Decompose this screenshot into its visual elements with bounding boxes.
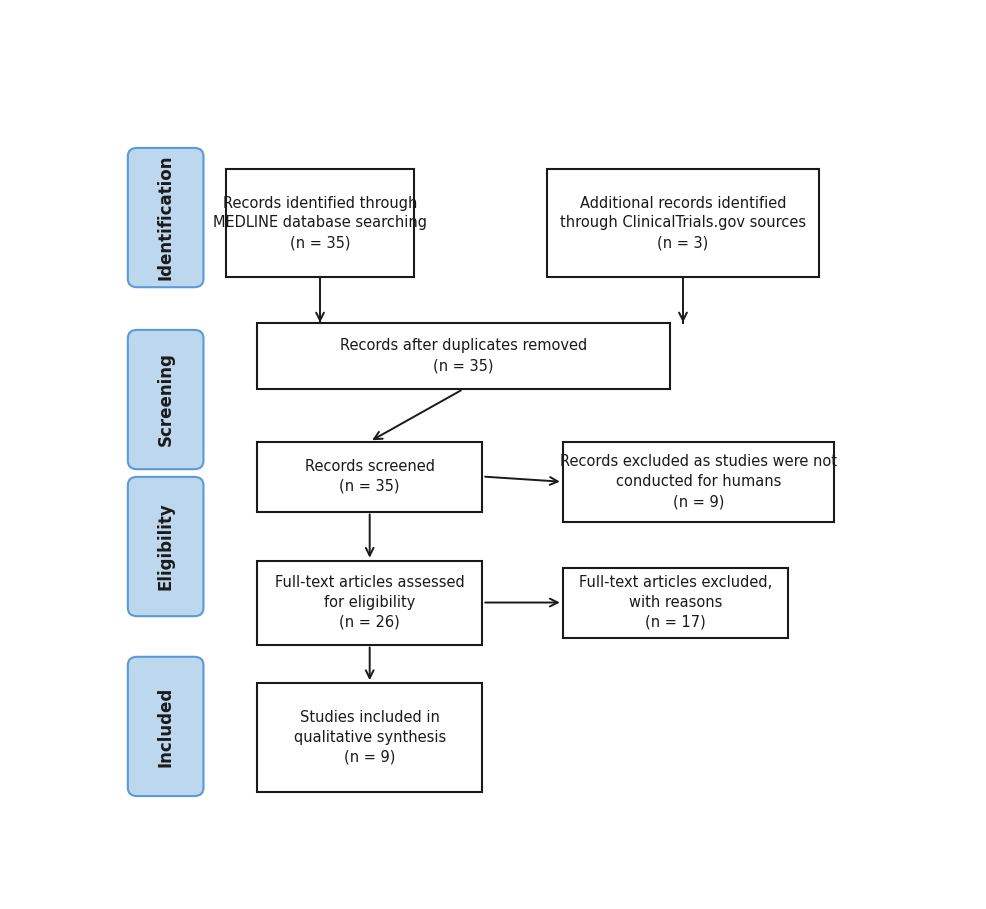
Text: Screening: Screening — [157, 353, 175, 446]
Text: Full-text articles excluded,
with reasons
(n = 17): Full-text articles excluded, with reason… — [579, 575, 772, 630]
Text: Eligibility: Eligibility — [157, 503, 175, 591]
Text: Included: Included — [157, 686, 175, 766]
Bar — [547, 168, 818, 277]
Text: Records screened
(n = 35): Records screened (n = 35) — [305, 459, 435, 494]
FancyBboxPatch shape — [128, 148, 203, 287]
Text: Additional records identified
through ClinicalTrials.gov sources
(n = 3): Additional records identified through Cl… — [560, 195, 806, 250]
Text: Studies included in
qualitative synthesis
(n = 9): Studies included in qualitative synthesi… — [294, 710, 446, 764]
Text: Records after duplicates removed
(n = 35): Records after duplicates removed (n = 35… — [339, 338, 587, 374]
Text: Records identified through
MEDLINE database searching
(n = 35): Records identified through MEDLINE datab… — [213, 195, 427, 250]
FancyBboxPatch shape — [128, 657, 203, 796]
Bar — [257, 683, 482, 792]
FancyBboxPatch shape — [128, 330, 203, 469]
Bar — [227, 168, 414, 277]
Bar — [257, 323, 669, 389]
Bar — [257, 561, 482, 644]
Bar — [563, 567, 788, 637]
Bar — [563, 442, 834, 522]
FancyBboxPatch shape — [128, 477, 203, 616]
Text: Identification: Identification — [157, 155, 175, 280]
Text: Full-text articles assessed
for eligibility
(n = 26): Full-text articles assessed for eligibil… — [275, 575, 464, 630]
Text: Records excluded as studies were not
conducted for humans
(n = 9): Records excluded as studies were not con… — [560, 454, 837, 509]
Bar — [257, 442, 482, 512]
